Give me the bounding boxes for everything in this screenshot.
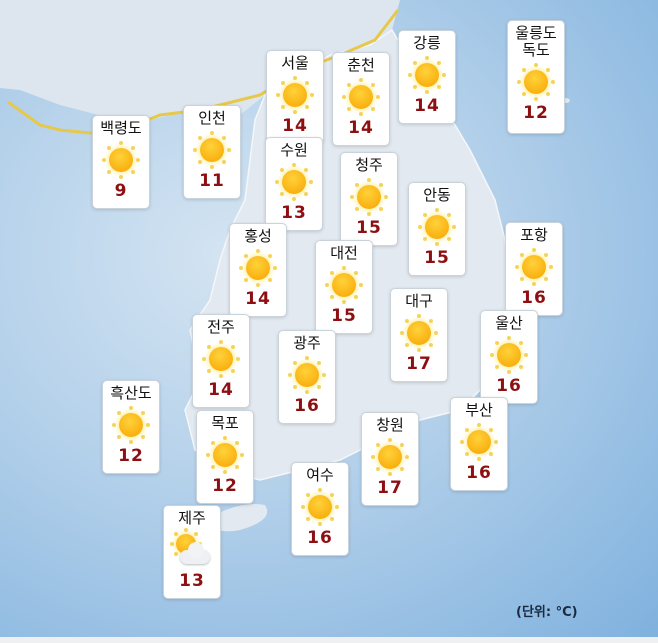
north-korea-land <box>0 0 400 120</box>
station-name: 홍성 <box>244 227 272 245</box>
temperature-value: 11 <box>199 171 225 191</box>
station-card: 여수 16 <box>291 462 349 556</box>
sunny-icon <box>370 437 410 477</box>
temperature-value: 14 <box>348 118 374 138</box>
sunny-icon <box>274 162 314 202</box>
station-name: 광주 <box>293 334 321 352</box>
station-name: 제주 <box>178 509 206 527</box>
sunny-icon <box>287 355 327 395</box>
sunny-icon <box>516 62 556 102</box>
station-card: 전주 14 <box>192 314 250 408</box>
temperature-value: 16 <box>307 528 333 548</box>
station-name: 수원 <box>280 141 308 159</box>
sunny-icon <box>192 130 232 170</box>
sunny-icon <box>238 248 278 288</box>
station-name: 대구 <box>405 292 433 310</box>
sunny-icon <box>111 405 151 445</box>
station-name: 대전 <box>330 244 358 262</box>
temperature-value: 16 <box>496 376 522 396</box>
station-card: 목포 12 <box>196 410 254 504</box>
station-name: 전주 <box>207 318 235 336</box>
temperature-value: 15 <box>356 218 382 238</box>
station-card: 수원 13 <box>265 137 323 231</box>
station-name: 백령도 <box>100 119 142 137</box>
station-name: 흑산도 <box>110 384 152 402</box>
station-name: 인천 <box>198 109 226 127</box>
station-card: 포항 16 <box>505 222 563 316</box>
sunny-icon <box>349 177 389 217</box>
station-name: 부산 <box>465 401 493 419</box>
temperature-value: 14 <box>245 289 271 309</box>
sunny-icon <box>205 435 245 475</box>
unit-label: (단위: °C) <box>516 605 578 620</box>
temperature-value: 16 <box>466 463 492 483</box>
sunny-icon <box>101 140 141 180</box>
station-name: 여수 <box>306 466 334 484</box>
station-card: 대구 17 <box>390 288 448 382</box>
temperature-value: 17 <box>377 478 403 498</box>
station-card: 춘천 14 <box>332 52 390 146</box>
sunny-icon <box>514 247 554 287</box>
temperature-value: 16 <box>521 288 547 308</box>
sunny-icon <box>459 422 499 462</box>
partly-cloudy-icon <box>170 528 212 570</box>
sunny-icon <box>275 75 315 115</box>
station-card: 강릉 14 <box>398 30 456 124</box>
sunny-icon <box>407 55 447 95</box>
sunny-icon <box>324 265 364 305</box>
temperature-value: 9 <box>114 181 128 201</box>
temperature-value: 17 <box>406 354 432 374</box>
station-name: 창원 <box>376 416 404 434</box>
temperature-value: 14 <box>414 96 440 116</box>
station-card: 청주 15 <box>340 152 398 246</box>
station-name: 안동 <box>423 186 451 204</box>
temperature-value: 12 <box>523 103 549 123</box>
station-card: 부산 16 <box>450 397 508 491</box>
station-card: 제주 13 <box>163 505 221 599</box>
station-card: 흑산도 12 <box>102 380 160 474</box>
station-name: 포항 <box>520 226 548 244</box>
station-card: 창원 17 <box>361 412 419 506</box>
station-card: 인천 11 <box>183 105 241 199</box>
station-name: 울릉도 독도 <box>515 24 557 59</box>
station-name: 서울 <box>281 54 309 72</box>
station-card: 서울 14 <box>266 50 324 144</box>
temperature-value: 14 <box>208 380 234 400</box>
temperature-value: 16 <box>294 396 320 416</box>
station-card: 백령도 9 <box>92 115 150 209</box>
station-name: 강릉 <box>413 34 441 52</box>
sunny-icon <box>300 487 340 527</box>
station-name: 울산 <box>495 314 523 332</box>
station-card: 광주 16 <box>278 330 336 424</box>
temperature-value: 13 <box>281 203 307 223</box>
sunny-icon <box>417 207 457 247</box>
sunny-icon <box>341 77 381 117</box>
sunny-icon <box>489 335 529 375</box>
station-card: 대전 15 <box>315 240 373 334</box>
temperature-value: 15 <box>424 248 450 268</box>
station-card: 울산 16 <box>480 310 538 404</box>
station-name: 청주 <box>355 156 383 174</box>
temperature-value: 12 <box>118 446 144 466</box>
station-card: 홍성 14 <box>229 223 287 317</box>
temperature-value: 12 <box>212 476 238 496</box>
temperature-value: 15 <box>331 306 357 326</box>
sunny-icon <box>201 339 241 379</box>
sunny-icon <box>399 313 439 353</box>
station-card: 안동 15 <box>408 182 466 276</box>
temperature-value: 14 <box>282 116 308 136</box>
station-card: 울릉도 독도 12 <box>507 20 565 134</box>
station-name: 춘천 <box>347 56 375 74</box>
station-name: 목포 <box>211 414 239 432</box>
temperature-value: 13 <box>179 571 205 591</box>
